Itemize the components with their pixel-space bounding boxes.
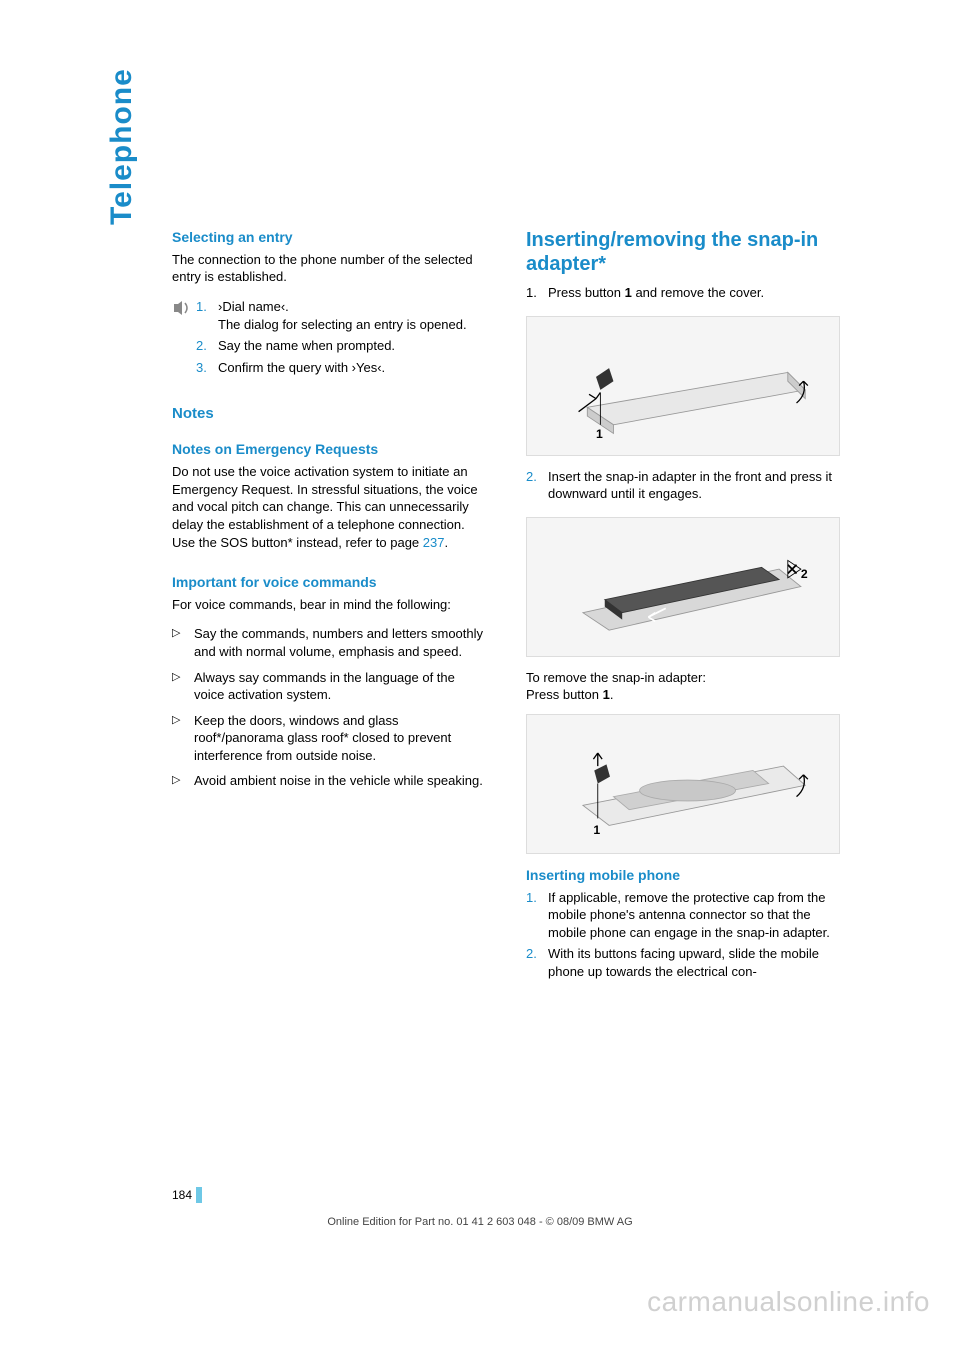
- footer-copyright: Online Edition for Part no. 01 41 2 603 …: [0, 1216, 960, 1228]
- bullet-text: Avoid ambient noise in the vehicle while…: [194, 772, 486, 790]
- bullet-text: Always say commands in the language of t…: [194, 669, 486, 704]
- snapin-step2: 2. Insert the snap-in adapter in the fro…: [526, 468, 840, 503]
- svg-text:1: 1: [596, 427, 603, 441]
- voice-bullets: ▷Say the commands, numbers and letters s…: [172, 625, 486, 789]
- step-1-sub: The dialog for selecting an entry is ope…: [218, 317, 467, 332]
- step-number: 2.: [526, 468, 548, 503]
- inserting-mobile-steps: 1. If applicable, remove the protective …: [526, 889, 840, 981]
- voice-icon: [172, 300, 192, 316]
- heading-voice-commands: Important for voice commands: [172, 573, 486, 592]
- snapin-step1: 1. Press button 1 and remove the cover.: [526, 284, 840, 302]
- right-column: Inserting/removing the snap-in adapter* …: [526, 228, 840, 994]
- emergency-mid: instead, refer to page: [293, 535, 423, 550]
- page-content: Selecting an entry The connection to the…: [0, 0, 960, 994]
- step-number: 2.: [196, 337, 218, 355]
- step-number: 2.: [526, 945, 548, 980]
- emergency-post: .: [444, 535, 448, 550]
- remove-line2-post: .: [610, 687, 614, 702]
- triangle-bullet: ▷: [172, 772, 194, 790]
- emergency-body: Do not use the voice activation system t…: [172, 463, 486, 551]
- page-number: 184: [172, 1187, 202, 1203]
- watermark: carmanualsonline.info: [647, 1286, 930, 1318]
- remove-line2-bold: 1: [603, 687, 610, 702]
- page-ref-link[interactable]: 237: [423, 535, 445, 550]
- triangle-bullet: ▷: [172, 712, 194, 765]
- left-column: Selecting an entry The connection to the…: [120, 228, 486, 994]
- step-number: 1.: [196, 298, 218, 333]
- heading-selecting-entry: Selecting an entry: [172, 228, 486, 247]
- heading-notes: Notes: [172, 404, 486, 424]
- svg-text:1: 1: [593, 823, 600, 837]
- step-text: Say the name when prompted.: [218, 337, 486, 355]
- selecting-entry-intro: The connection to the phone number of th…: [172, 251, 486, 286]
- page-number-text: 184: [172, 1188, 192, 1202]
- triangle-bullet: ▷: [172, 669, 194, 704]
- triangle-bullet: ▷: [172, 625, 194, 660]
- step1-post: and remove the cover.: [632, 285, 764, 300]
- step-text: Insert the snap-in adapter in the front …: [548, 468, 840, 503]
- step-text: If applicable, remove the protective cap…: [548, 889, 840, 942]
- heading-snapin: Inserting/removing the snap-in adapter*: [526, 228, 840, 276]
- step-1-text: ›Dial name‹.: [218, 299, 289, 314]
- step-text: With its buttons facing upward, slide th…: [548, 945, 840, 980]
- step-number: 1.: [526, 284, 548, 302]
- page-number-bar: [196, 1187, 202, 1203]
- voice-intro: For voice commands, bear in mind the fol…: [172, 596, 486, 614]
- selecting-entry-steps: 1. ›Dial name‹. The dialog for selecting…: [196, 298, 486, 380]
- step-text: Confirm the query with ›Yes‹.: [218, 359, 486, 377]
- figure-remove-cover: 1: [526, 316, 840, 456]
- step-number: 1.: [526, 889, 548, 942]
- bullet-text: Say the commands, numbers and letters sm…: [194, 625, 486, 660]
- heading-emergency: Notes on Emergency Requests: [172, 440, 486, 459]
- step-number: 3.: [196, 359, 218, 377]
- svg-text:2: 2: [801, 567, 808, 581]
- step-text: Press button 1 and remove the cover.: [548, 284, 840, 302]
- step-text: ›Dial name‹. The dialog for selecting an…: [218, 298, 486, 333]
- figure-insert-adapter: 2: [526, 517, 840, 657]
- remove-pre: To remove the snap-in adapter:: [526, 670, 706, 685]
- bullet-text: Keep the doors, windows and glass roof*/…: [194, 712, 486, 765]
- step1-pre: Press button: [548, 285, 625, 300]
- step1-bold: 1: [625, 285, 632, 300]
- remove-text: To remove the snap-in adapter: Press but…: [526, 669, 840, 704]
- remove-line2-pre: Press button: [526, 687, 603, 702]
- figure-remove-adapter: 1: [526, 714, 840, 854]
- heading-inserting-mobile: Inserting mobile phone: [526, 866, 840, 885]
